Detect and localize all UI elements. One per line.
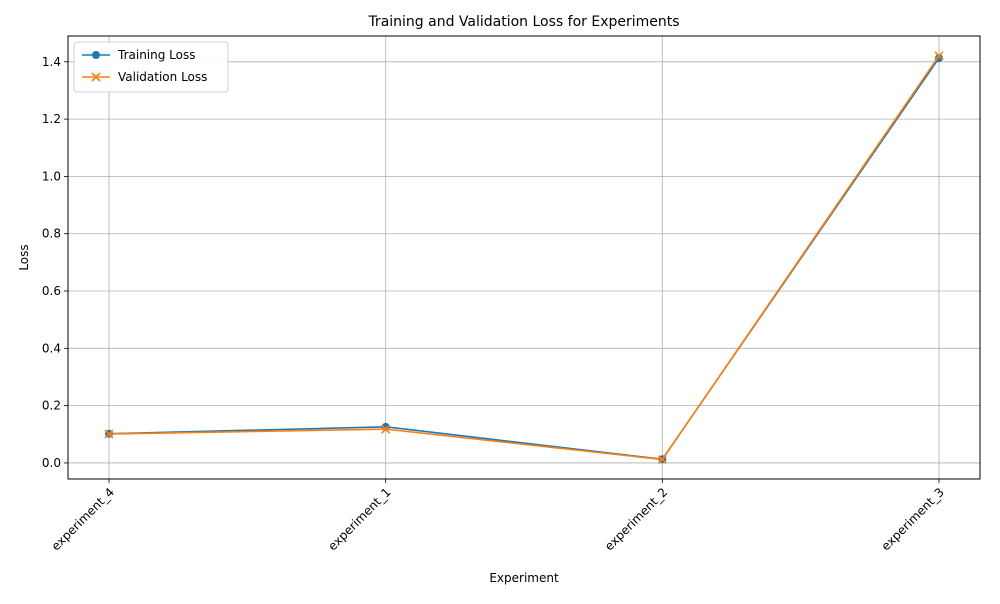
legend-marker-circle [92,51,100,59]
y-tick-label: 1.0 [42,169,61,183]
y-tick-label: 0.6 [42,284,61,298]
series-line [109,55,940,461]
legend: Training Loss Validation Loss [73,41,229,93]
legend-marker-x [91,72,101,82]
series-layer [104,51,944,465]
y-tick-label: 1.4 [42,55,61,69]
y-tick-label: 0.0 [42,456,61,470]
data-point-validation [104,429,114,439]
legend-box [73,41,229,93]
y-tick-label: 0.2 [42,399,61,413]
x-axis-label: Experiment [489,571,559,585]
data-point-validation [934,51,944,61]
y-tick-label: 0.8 [42,227,61,241]
legend-label: Training Loss [117,48,195,62]
y-tick-label: 1.2 [42,112,61,126]
data-point-validation [657,454,667,465]
y-tick-label: 0.4 [42,341,61,355]
series-1 [104,51,944,465]
y-axis-label: Loss [17,244,31,270]
chart-title: Training and Validation Loss for Experim… [367,14,679,30]
data-point-validation [381,424,391,434]
legend-label: Validation Loss [118,70,207,84]
plot-frame [67,35,981,480]
